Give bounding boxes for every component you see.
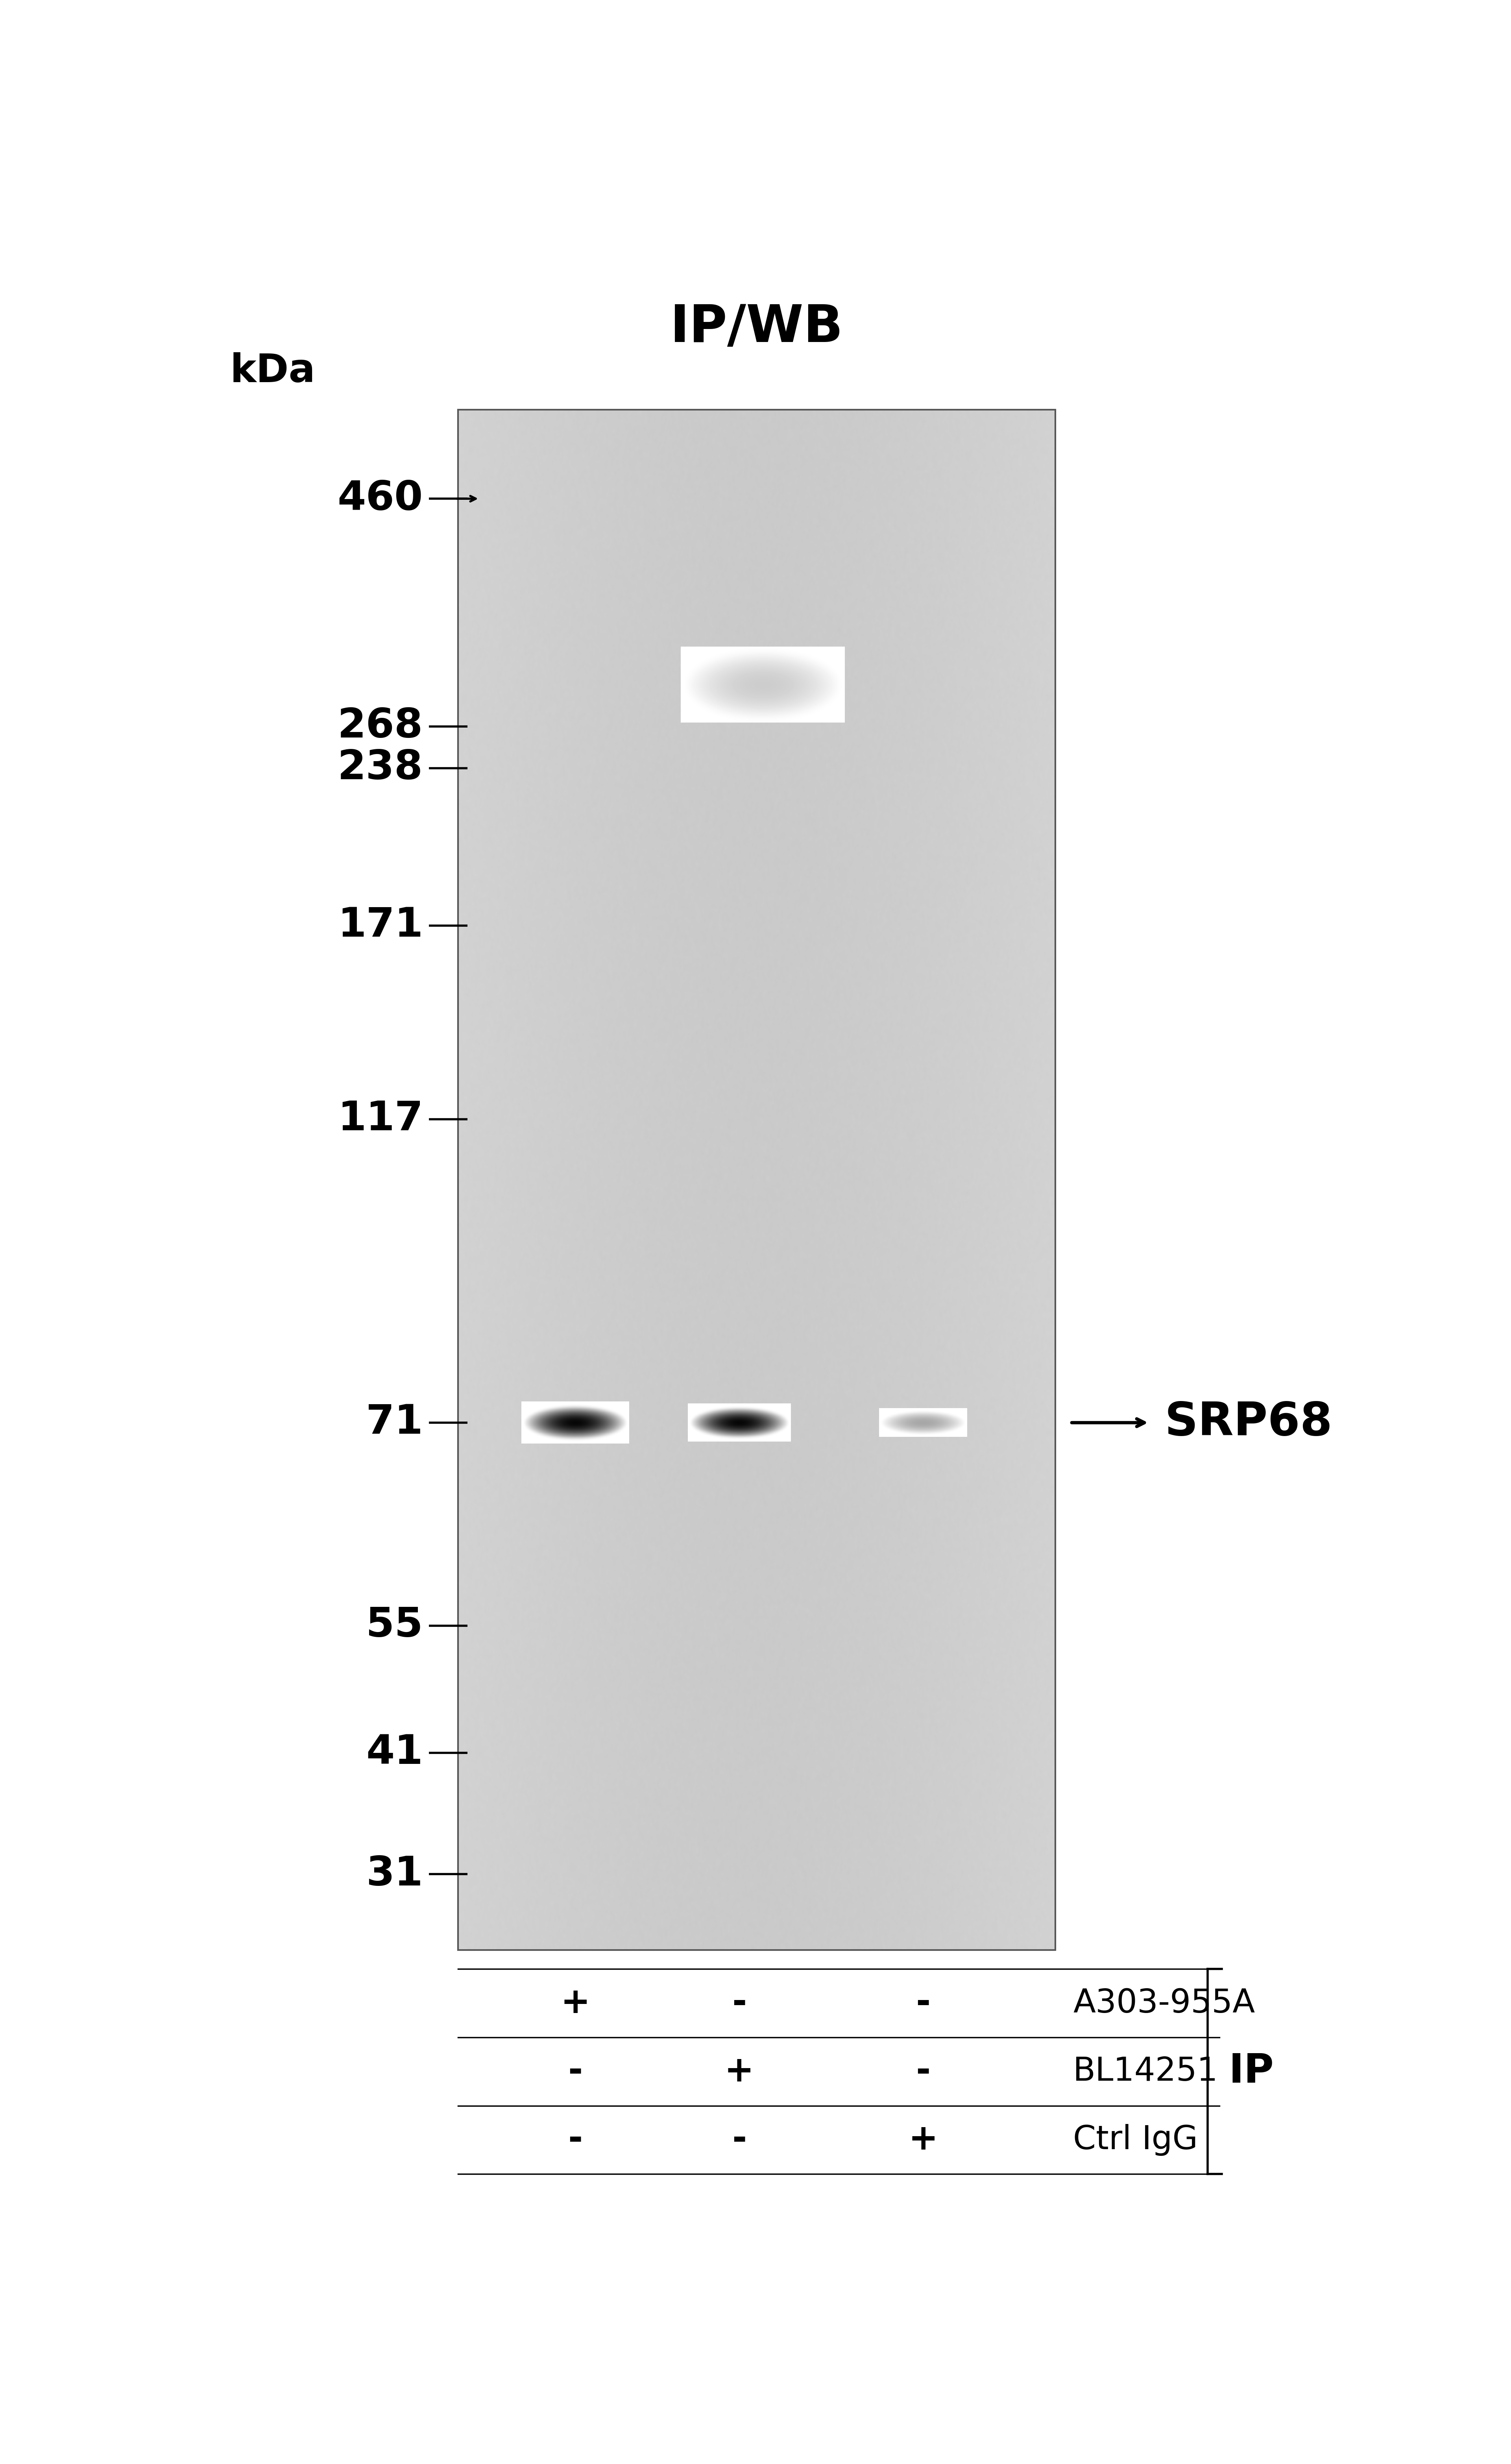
Text: IP/WB: IP/WB xyxy=(671,303,843,352)
Text: +: + xyxy=(908,2122,938,2156)
Text: 71: 71 xyxy=(366,1402,423,1441)
Text: 268: 268 xyxy=(337,707,423,747)
Text: -: - xyxy=(731,2122,746,2156)
Text: A303-955A: A303-955A xyxy=(1073,1988,1256,2018)
Text: IP: IP xyxy=(1228,2053,1274,2092)
Text: +: + xyxy=(724,2055,754,2089)
Text: -: - xyxy=(731,1986,746,2020)
Text: 460: 460 xyxy=(337,478,423,517)
Text: 238: 238 xyxy=(337,749,423,788)
Text: 55: 55 xyxy=(366,1607,423,1646)
Text: -: - xyxy=(916,2055,931,2089)
Text: +: + xyxy=(561,1986,591,2020)
Text: Ctrl IgG: Ctrl IgG xyxy=(1073,2124,1198,2156)
Text: 41: 41 xyxy=(366,1732,423,1772)
Text: -: - xyxy=(568,2122,583,2156)
Text: SRP68: SRP68 xyxy=(1165,1400,1333,1446)
Text: -: - xyxy=(568,2055,583,2089)
Text: BL14251: BL14251 xyxy=(1073,2055,1218,2087)
Bar xyxy=(458,409,1055,1949)
Text: 117: 117 xyxy=(337,1099,423,1138)
Text: 31: 31 xyxy=(366,1855,423,1895)
Text: 171: 171 xyxy=(337,907,423,946)
Text: kDa: kDa xyxy=(230,352,316,389)
Text: -: - xyxy=(916,1986,931,2020)
